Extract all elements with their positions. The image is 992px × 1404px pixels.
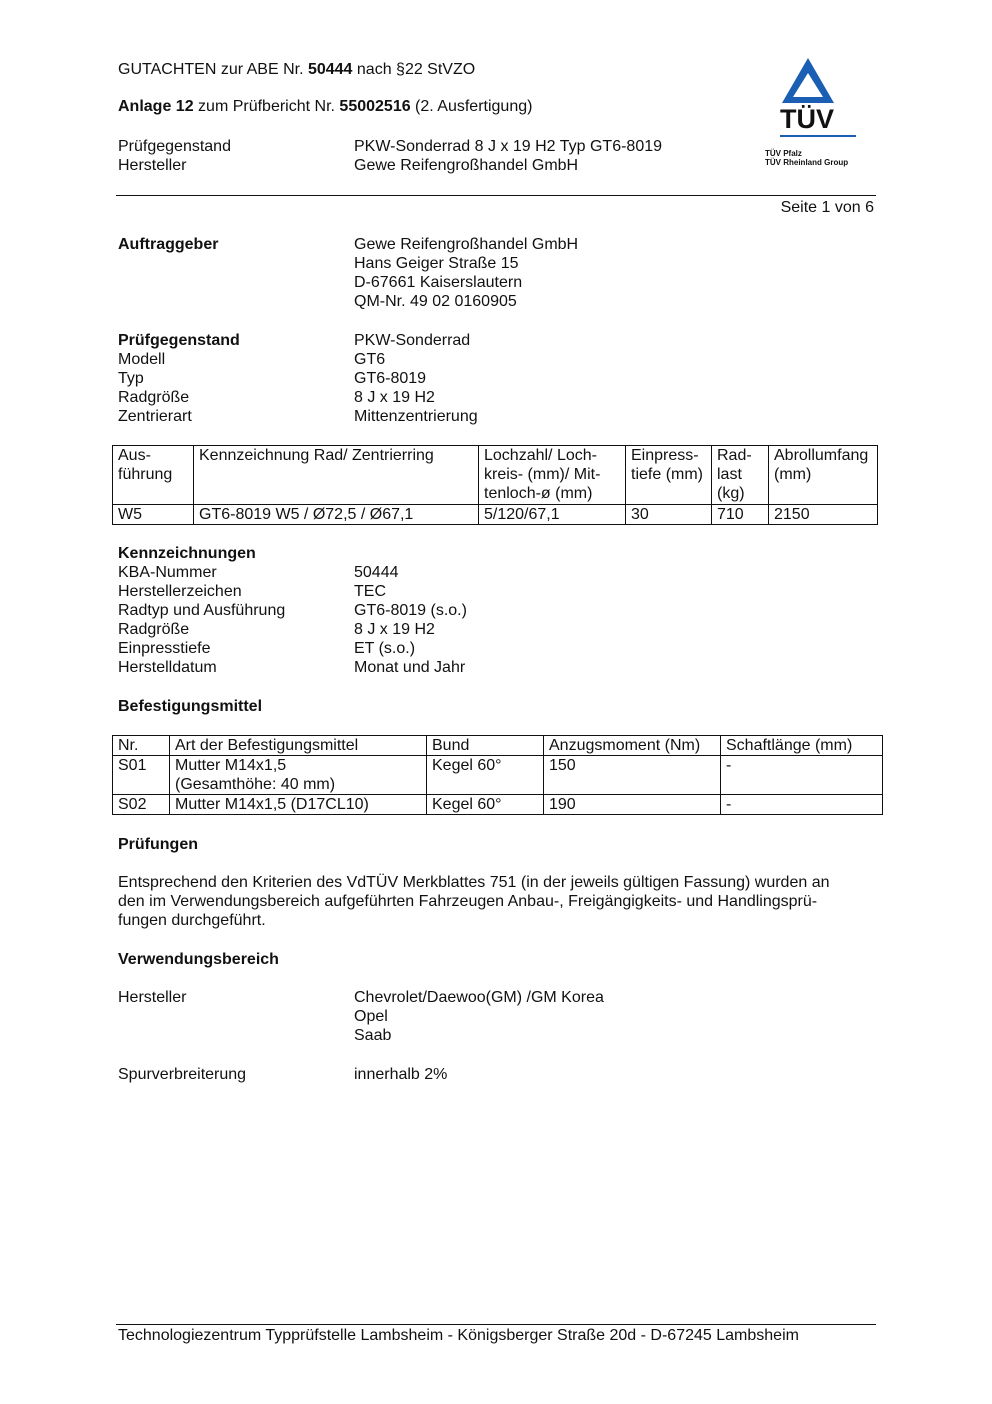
hersteller-label: Hersteller bbox=[118, 989, 187, 1006]
cell: GT6-8019 W5 / Ø72,5 / Ø67,1 bbox=[193, 504, 479, 525]
cell: 150 bbox=[543, 755, 721, 795]
table-header-row: Aus- führung Kennzeichnung Rad/ Zentrier… bbox=[112, 445, 878, 505]
header-cell: Bund bbox=[426, 735, 544, 756]
page-number: Seite 1 von 6 bbox=[780, 199, 874, 216]
cell: - bbox=[720, 755, 883, 795]
header-cell: Schaftlänge (mm) bbox=[720, 735, 883, 756]
pruefungen-title: Prüfungen bbox=[118, 836, 198, 853]
spur-label: Spurverbreiterung bbox=[118, 1066, 247, 1083]
cell: 710 bbox=[711, 504, 769, 525]
header-divider bbox=[116, 195, 876, 196]
cell: Kegel 60° bbox=[426, 755, 544, 795]
header-cell: Aus- führung bbox=[112, 445, 194, 505]
fastener-table: Nr. Art der Befestigungsmittel Bund Anzu… bbox=[112, 735, 883, 815]
report-title: GUTACHTEN zur ABE Nr. 50444 nach §22 StV… bbox=[118, 61, 476, 78]
footer-address: Technologiezentrum Typprüfstelle Lambshe… bbox=[118, 1327, 799, 1344]
pruefgegenstand-labels: Prüfgegenstand Modell Typ Radgröße Zentriera… bbox=[118, 332, 240, 425]
cell: 5/120/67,1 bbox=[478, 504, 626, 525]
cell: W5 bbox=[112, 504, 194, 525]
pruefungen-text: Entsprechend den Kriterien des VdTÜV Mer… bbox=[118, 874, 830, 929]
cell: S01 bbox=[112, 755, 170, 795]
cell: 2150 bbox=[768, 504, 878, 525]
cell: 30 bbox=[625, 504, 712, 525]
header-labels: Prüfgegenstand Hersteller bbox=[118, 138, 231, 174]
tuv-triangle-icon bbox=[782, 58, 834, 103]
verwendung-title: Verwendungsbereich bbox=[118, 951, 279, 968]
footer-divider bbox=[116, 1324, 876, 1325]
auftraggeber-address: Gewe Reifengroßhandel GmbH Hans Geiger St… bbox=[354, 236, 579, 310]
cell: S02 bbox=[112, 794, 170, 815]
cell: - bbox=[720, 794, 883, 815]
spur-value: innerhalb 2% bbox=[354, 1066, 448, 1083]
header-cell: Rad- last (kg) bbox=[711, 445, 769, 505]
header-cell: Anzugsmoment (Nm) bbox=[543, 735, 721, 756]
wheel-variant-table: Aus- führung Kennzeichnung Rad/ Zentrier… bbox=[112, 445, 878, 525]
tuv-logo: TÜV TÜV Pfalz TÜV Rheinland Group bbox=[760, 55, 870, 175]
header-cell: Lochzahl/ Loch- kreis- (mm)/ Mit- tenloc… bbox=[478, 445, 626, 505]
header-cell: Art der Befestigungsmittel bbox=[169, 735, 427, 756]
cell: Kegel 60° bbox=[426, 794, 544, 815]
header-cell: Einpress- tiefe (mm) bbox=[625, 445, 712, 505]
hersteller-list: Chevrolet/Daewoo(GM) /GM Korea Opel Saab bbox=[354, 989, 604, 1044]
cell: Mutter M14x1,5 (Gesamthöhe: 40 mm) bbox=[169, 755, 427, 795]
kennzeichnungen-values: 50444 TEC GT6-8019 (s.o.) 8 J x 19 H2 ET (s.… bbox=[354, 564, 467, 676]
cell: 190 bbox=[543, 794, 721, 815]
header-values: PKW-Sonderrad 8 J x 19 H2 Typ GT6-8019 Ge… bbox=[354, 138, 663, 174]
annex-line: Anlage 12 zum Prüfbericht Nr. 55002516 (… bbox=[118, 98, 533, 115]
header-cell: Abrollumfang (mm) bbox=[768, 445, 878, 505]
kennzeichnungen-labels: Kennzeichnungen KBA-Nummer Herstellerzeic… bbox=[118, 545, 286, 676]
cell: Mutter M14x1,5 (D17CL10) bbox=[169, 794, 427, 815]
befestigung-title: Befestigungsmittel bbox=[118, 698, 263, 715]
table-header-row: Nr. Art der Befestigungsmittel Bund Anzu… bbox=[112, 735, 883, 756]
table-row: W5 GT6-8019 W5 / Ø72,5 / Ø67,1 5/120/67,1 3… bbox=[112, 504, 878, 525]
header-cell: Nr. bbox=[112, 735, 170, 756]
table-row: S02 Mutter M14x1,5 (D17CL10) Kegel 60° 190- bbox=[112, 794, 883, 815]
auftraggeber-label: Auftraggeber bbox=[118, 236, 219, 253]
table-row: S01 Mutter M14x1,5 (Gesamthöhe: 40 mm) Keg… bbox=[112, 755, 883, 795]
pruefgegenstand-values: PKW-Sonderrad GT6 GT6-8019 8 J x 19 H2 Mitte… bbox=[354, 332, 478, 425]
header-cell: Kennzeichnung Rad/ Zentrierring bbox=[193, 445, 479, 505]
